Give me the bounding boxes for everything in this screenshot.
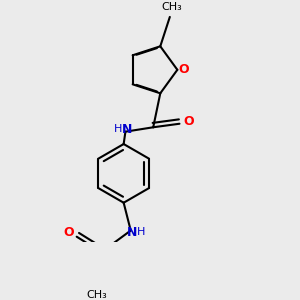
Text: N: N: [122, 122, 132, 136]
Text: O: O: [183, 116, 194, 128]
Text: O: O: [178, 63, 189, 76]
Text: CH₃: CH₃: [87, 290, 107, 300]
Text: H: H: [114, 124, 123, 134]
Text: O: O: [63, 226, 74, 239]
Text: CH₃: CH₃: [161, 2, 182, 12]
Text: H: H: [137, 227, 146, 237]
Text: N: N: [127, 226, 138, 239]
